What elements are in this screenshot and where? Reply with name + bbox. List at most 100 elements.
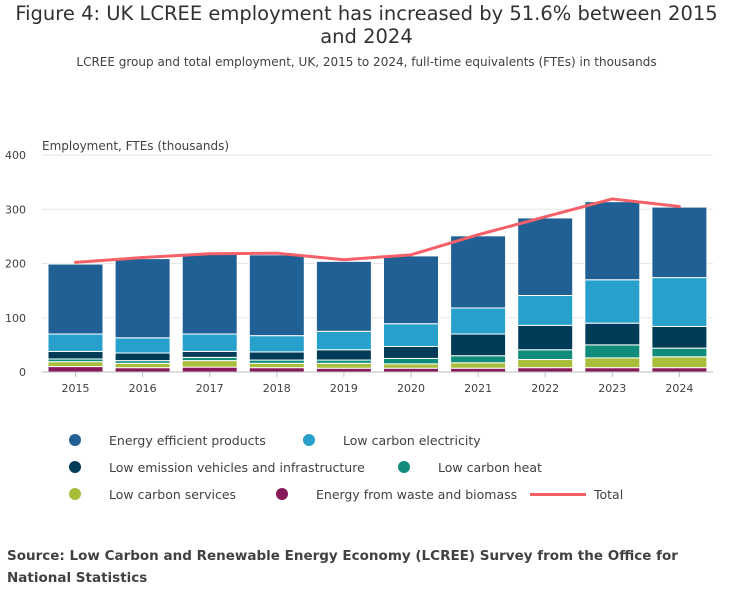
legend-label: Total xyxy=(594,486,624,502)
legend-item-energy-from-waste: Energy from waste and biomass xyxy=(276,484,517,504)
total-line-series xyxy=(74,197,681,264)
legend-label: Low carbon electricity xyxy=(343,432,481,448)
bar-stack-2021 xyxy=(450,235,507,373)
bar-segment xyxy=(383,357,439,365)
bar-segment xyxy=(651,347,708,358)
bar-segment xyxy=(517,349,574,361)
bar-segment xyxy=(47,263,104,335)
y-tick-label: 0 xyxy=(19,366,26,379)
bar-segment xyxy=(584,357,641,369)
bar-segment xyxy=(584,344,641,359)
bar-segment xyxy=(248,351,305,361)
bar-segment xyxy=(651,277,708,327)
x-tick-label: 2017 xyxy=(196,382,224,395)
bar-segment xyxy=(517,217,574,297)
bar-stacks xyxy=(47,201,708,373)
bar-segment xyxy=(248,254,305,337)
x-tick-label: 2024 xyxy=(665,382,693,395)
legend: Energy efficient products Low carbon ele… xyxy=(0,425,733,515)
bar-segment xyxy=(383,346,439,359)
bar-segment xyxy=(315,362,372,369)
bar-segment xyxy=(315,330,372,351)
bar-segment xyxy=(181,253,238,335)
legend-item-energy-efficient-products: Energy efficient products xyxy=(69,430,266,450)
bar-segment xyxy=(114,258,171,339)
bar-stack-2018 xyxy=(248,254,305,373)
legend-label: Low carbon services xyxy=(109,486,237,502)
x-tick-label: 2015 xyxy=(62,382,90,395)
bar-segment xyxy=(584,367,641,373)
bar-stack-2020 xyxy=(383,255,439,373)
bar-segment xyxy=(181,366,238,373)
bar-segment xyxy=(248,367,305,373)
chart-subtitle: LCREE group and total employment, UK, 20… xyxy=(76,55,657,69)
legend-swatch xyxy=(398,461,410,473)
bar-segment xyxy=(114,337,171,354)
bar-stack-2023 xyxy=(584,201,641,373)
y-tick-label: 200 xyxy=(5,258,26,271)
x-axis: 2015 2016 2017 2018 2019 2020 2021 2022 2023 2024 xyxy=(62,372,693,395)
total-line xyxy=(74,197,681,264)
bar-segment xyxy=(450,307,507,335)
y-axis-label: Employment, FTEs (thousands) xyxy=(42,139,229,153)
legend-swatch xyxy=(69,434,81,446)
bar-stack-2016 xyxy=(114,258,171,373)
bar-segment xyxy=(181,360,238,368)
legend-item-low-carbon-heat: Low carbon heat xyxy=(398,457,542,477)
bar-segment xyxy=(651,325,708,349)
x-tick-label: 2016 xyxy=(129,382,157,395)
bar-segment xyxy=(383,367,439,373)
bar-segment xyxy=(47,350,104,360)
x-tick-label: 2022 xyxy=(531,382,559,395)
bar-stack-2019 xyxy=(315,260,372,373)
legend-swatch xyxy=(303,434,315,446)
chart-title: Figure 4: UK LCREE employment has increa… xyxy=(15,2,718,48)
bar-stack-2022 xyxy=(517,217,574,373)
bar-segment xyxy=(47,361,104,368)
bar-segment xyxy=(47,366,104,373)
bar-segment xyxy=(651,356,708,369)
bar-segment xyxy=(584,279,641,324)
bar-segment xyxy=(584,322,641,346)
bar-segment xyxy=(517,295,574,326)
legend-label: Energy from waste and biomass xyxy=(316,486,518,502)
y-tick-label: 300 xyxy=(5,203,26,216)
bar-segment xyxy=(517,367,574,373)
bar-segment xyxy=(383,363,439,369)
legend-swatch xyxy=(276,488,288,500)
y-tick-label: 400 xyxy=(5,149,26,162)
legend-label: Low carbon heat xyxy=(438,459,542,475)
legend-swatch xyxy=(69,461,81,473)
bar-segment xyxy=(450,235,507,309)
bar-segment xyxy=(450,355,507,364)
y-axis: 0 100 200 300 400 xyxy=(5,149,26,379)
bar-segment xyxy=(517,324,574,351)
bar-segment xyxy=(450,367,507,373)
bar-stack-2024 xyxy=(651,206,708,373)
legend-label: Energy efficient products xyxy=(109,432,266,448)
legend-item-low-carbon-services: Low carbon services xyxy=(69,484,236,504)
bar-segment xyxy=(315,349,372,361)
bar-segment xyxy=(450,333,507,357)
bar-segment xyxy=(47,333,104,352)
bar-segment xyxy=(114,367,171,373)
bar-segment xyxy=(517,359,574,369)
bar-segment xyxy=(584,201,641,281)
x-tick-label: 2023 xyxy=(598,382,626,395)
bar-segment xyxy=(383,255,439,325)
x-tick-label: 2018 xyxy=(263,382,291,395)
x-tick-label: 2020 xyxy=(397,382,425,395)
bar-stack-2015 xyxy=(47,263,104,373)
bar-segment xyxy=(181,350,238,358)
legend-item-low-emission-vehicles: Low emission vehicles and infrastructure xyxy=(69,457,365,477)
bar-segment xyxy=(181,333,238,352)
legend-line-swatch xyxy=(530,492,586,496)
bar-segment xyxy=(114,362,171,369)
bar-segment xyxy=(248,335,305,353)
bar-segment xyxy=(248,362,305,369)
bar-segment xyxy=(315,260,372,332)
legend-label: Low emission vehicles and infrastructure xyxy=(109,459,365,475)
bar-segment xyxy=(315,367,372,373)
y-tick-label: 100 xyxy=(5,312,26,325)
bar-segment xyxy=(383,323,439,348)
